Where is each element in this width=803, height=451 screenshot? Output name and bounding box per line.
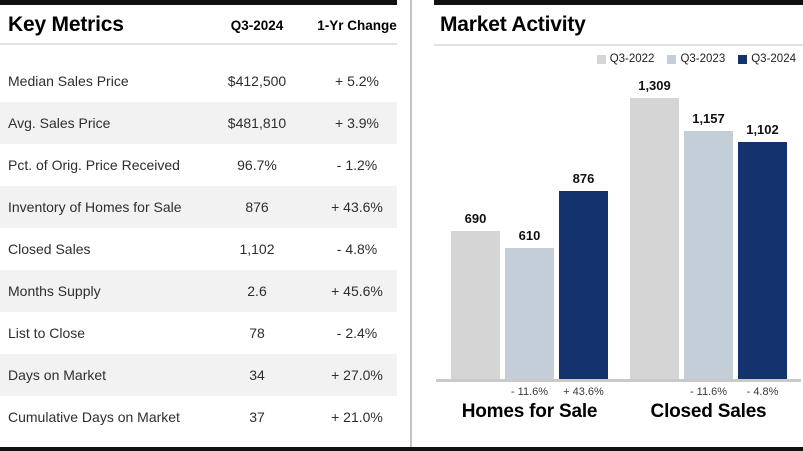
chart-legend: Q3-2022 Q3-2023 Q3-2024 [434, 53, 796, 65]
bar-chart: 690 610 876 1,309 1,157 1,102 - 11.6% + 43.6% -… [434, 73, 803, 423]
change-label-group: - 11.6% + 43.6% [451, 386, 608, 398]
bar-value-label: 876 [572, 171, 595, 186]
key-metrics-title: Key Metrics [8, 13, 124, 36]
key-metrics-table: Median Sales Price $412,500 + 5.2% Avg. Sal… [0, 60, 397, 438]
metric-label: Pct. of Orig. Price Received [8, 157, 180, 173]
metric-value: 37 [249, 409, 265, 425]
top-rule-right [434, 0, 803, 5]
metric-value: 78 [249, 325, 265, 341]
change-label [451, 386, 500, 398]
metric-value: $481,810 [227, 115, 287, 131]
bar-value-label: 1,309 [638, 78, 671, 93]
x-axis-line [436, 379, 801, 382]
bar-value-label: 610 [518, 228, 541, 243]
metric-label: Months Supply [8, 283, 101, 299]
legend-label: Q3-2022 [609, 53, 655, 65]
bar-q3-2023 [684, 131, 733, 379]
category-label: Homes for Sale [461, 401, 598, 422]
bar-value-label: 690 [464, 211, 487, 226]
bar-column: 610 [505, 228, 554, 379]
metric-label: Median Sales Price [8, 73, 129, 89]
legend-swatch-icon [667, 54, 677, 64]
bottom-rule [0, 447, 803, 451]
bar-q3-2022 [451, 231, 500, 379]
bar-value-label: 1,157 [692, 111, 725, 126]
column-header-q3-2024: Q3-2024 [230, 17, 284, 33]
legend-item-q3-2024: Q3-2024 [738, 53, 796, 65]
bar-column: 1,309 [630, 78, 679, 379]
metric-change: + 27.0% [331, 367, 383, 383]
metric-change: + 21.0% [331, 409, 383, 425]
metric-label: Inventory of Homes for Sale [8, 199, 182, 215]
change-label: - 11.6% [689, 386, 728, 398]
bar-q3-2024 [559, 191, 608, 379]
bar-column: 1,157 [684, 111, 733, 379]
legend-item-q3-2022: Q3-2022 [596, 53, 655, 65]
metric-value: 96.7% [237, 157, 277, 173]
legend-item-q3-2023: Q3-2023 [667, 53, 725, 65]
header-underline-left [0, 43, 397, 45]
bar-group-2: 1,309 1,157 1,102 [630, 78, 787, 379]
key-metrics-header: Key Metrics Q3-2024 1-Yr Change [0, 5, 397, 43]
key-metrics-panel: Key Metrics Q3-2024 1-Yr Change Median S… [0, 0, 397, 451]
table-row: Cumulative Days on Market 37 + 21.0% [0, 396, 397, 438]
metric-change: + 43.6% [331, 199, 383, 215]
category-label: Closed Sales [650, 401, 767, 422]
change-label [630, 386, 679, 398]
table-row: Days on Market 34 + 27.0% [0, 354, 397, 396]
change-label-group: - 11.6% - 4.8% [630, 386, 787, 398]
metric-label: Cumulative Days on Market [8, 409, 180, 425]
metric-change: - 2.4% [336, 325, 378, 341]
table-row: Closed Sales 1,102 - 4.8% [0, 228, 397, 270]
metric-value: 2.6 [247, 283, 267, 299]
bar-column: 1,102 [738, 122, 787, 379]
table-row: Months Supply 2.6 + 45.6% [0, 270, 397, 312]
bar-value-label: 1,102 [746, 122, 779, 137]
change-labels-row: - 11.6% + 43.6% - 11.6% - 4.8% [434, 386, 803, 398]
header-underline-right [434, 44, 803, 46]
metric-value: 1,102 [239, 241, 275, 257]
metric-value: $412,500 [227, 73, 287, 89]
bar-group-1: 690 610 876 [451, 171, 608, 379]
metric-change: + 45.6% [331, 283, 383, 299]
change-label: - 4.8% [746, 386, 779, 398]
bar-column: 690 [451, 211, 500, 379]
legend-swatch-icon [596, 54, 606, 64]
table-row: Median Sales Price $412,500 + 5.2% [0, 60, 397, 102]
metric-change: - 4.8% [336, 241, 378, 257]
metric-value: 34 [249, 367, 265, 383]
legend-label: Q3-2023 [680, 53, 726, 65]
bar-q3-2024 [738, 142, 787, 379]
market-activity-title: Market Activity [440, 13, 586, 36]
metric-label: List to Close [8, 325, 86, 341]
metric-change: - 1.2% [336, 157, 378, 173]
metric-label: Avg. Sales Price [8, 115, 111, 131]
market-activity-panel: Market Activity Q3-2022 Q3-2023 Q3-2024 69… [434, 0, 803, 451]
metric-label: Closed Sales [8, 241, 91, 257]
vertical-divider [410, 0, 412, 451]
category-labels-row: Homes for Sale Closed Sales [434, 401, 803, 423]
change-label: - 11.6% [510, 386, 549, 398]
table-row: Inventory of Homes for Sale 876 + 43.6% [0, 186, 397, 228]
top-rule-left [0, 0, 397, 5]
metric-change: + 5.2% [335, 73, 379, 89]
table-row: List to Close 78 - 2.4% [0, 312, 397, 354]
metric-value: 876 [245, 199, 269, 215]
bar-q3-2022 [630, 98, 679, 379]
table-row: Pct. of Orig. Price Received 96.7% - 1.2% [0, 144, 397, 186]
legend-label: Q3-2024 [751, 53, 796, 65]
bar-groups: 690 610 876 1,309 1,157 1,102 [434, 73, 803, 379]
change-label: + 43.6% [563, 386, 604, 398]
table-row: Avg. Sales Price $481,810 + 3.9% [0, 102, 397, 144]
bar-column: 876 [559, 171, 608, 379]
bar-q3-2023 [505, 248, 554, 379]
legend-swatch-icon [738, 54, 748, 64]
metric-change: + 3.9% [335, 115, 379, 131]
column-header-1yr-change: 1-Yr Change [317, 17, 397, 33]
metric-label: Days on Market [8, 367, 107, 383]
